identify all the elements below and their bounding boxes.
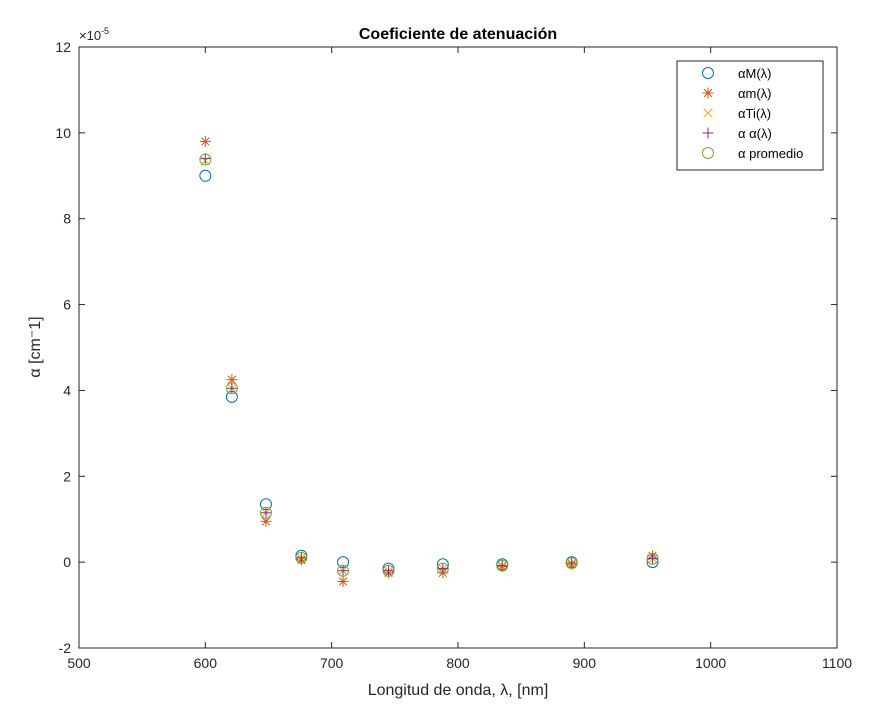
- data-point-series-2: [337, 575, 349, 587]
- legend-marker-series-2: [702, 87, 714, 99]
- y-tick-label: 0: [63, 554, 71, 570]
- data-point-series-4: [295, 552, 307, 564]
- data-point-series-5: [382, 564, 395, 577]
- data-point-series-4: [226, 382, 238, 394]
- y-tick-label: -2: [59, 640, 72, 656]
- legend-label-alpha-promedio: α promedio: [738, 146, 803, 161]
- data-point-series-5: [565, 557, 578, 570]
- data-point-series-5: [646, 552, 659, 565]
- data-point-series-5: [225, 382, 238, 395]
- legend-marker-series-4: [702, 127, 714, 139]
- data-point-series-5-circle: [337, 564, 350, 577]
- data-point-series-2-stroke: [338, 577, 348, 586]
- legend-marker-series-1: [702, 67, 714, 79]
- legend: αM(λ) αm(λ) αTi(λ) α α(λ) α promedio: [676, 60, 824, 171]
- legend-marker-series-3-stroke: [703, 108, 713, 118]
- legend-label-alpha-M: αM(λ): [738, 66, 772, 81]
- data-point-series-4: [337, 565, 349, 577]
- x-tick-labels: 500 600 700 800 900 1000 1100: [67, 655, 852, 671]
- legend-label-alpha-alpha: α α(λ): [738, 126, 772, 141]
- y-tick-label: 12: [55, 39, 71, 55]
- data-point-series-4: [383, 565, 395, 577]
- x-tick-label: 1000: [695, 655, 726, 671]
- data-point-series-5-circle: [646, 552, 659, 565]
- data-point-series-5-circle: [496, 559, 509, 572]
- data-point-series-4: [437, 563, 449, 575]
- data-point-series-5-circle: [199, 153, 212, 166]
- data-point-series-5-circle: [565, 557, 578, 570]
- data-point-series-4: [496, 560, 508, 572]
- legend-marker-series-5-circle: [702, 147, 714, 159]
- data-point-series-4: [260, 507, 272, 519]
- data-point-series-5: [259, 506, 272, 519]
- y-tick-label: 4: [63, 382, 71, 398]
- y-exponent-power: -5: [101, 26, 109, 36]
- y-tick-labels: -2 0 2 4 6 8 10 12: [55, 39, 71, 656]
- legend-marker-series-2-stroke: [703, 88, 713, 98]
- data-point-series-2-stroke: [261, 517, 271, 526]
- data-point-series-1-circle: [199, 169, 212, 182]
- axis-ticks: [78, 46, 838, 649]
- y-tick-label: 2: [63, 468, 71, 484]
- legend-label-alpha-m: αm(λ): [738, 86, 772, 101]
- data-point-series-5: [199, 153, 212, 166]
- y-tick-label: 6: [63, 297, 71, 313]
- data-point-series-1: [199, 169, 212, 182]
- data-point-series-4: [566, 557, 578, 569]
- legend-label-alpha-Ti: αTi(λ): [738, 106, 771, 121]
- y-tick-label: 8: [63, 211, 71, 227]
- data-point-series-4: [199, 153, 211, 165]
- x-tick-label: 1100: [822, 655, 852, 671]
- data-point-series-5-circle: [225, 382, 238, 395]
- legend-marker-series-5: [702, 147, 714, 159]
- x-tick-label: 500: [67, 655, 91, 671]
- data-point-series-5-circle: [259, 506, 272, 519]
- data-points: [199, 135, 659, 587]
- legend-marker-series-3: [703, 108, 713, 118]
- x-tick-label: 600: [194, 655, 218, 671]
- data-point-series-2-stroke: [227, 375, 237, 384]
- legend-markers: [702, 67, 714, 159]
- data-point-series-2-stroke: [201, 137, 210, 146]
- data-point-series-5: [436, 562, 449, 575]
- x-tick-label: 700: [320, 655, 344, 671]
- data-point-series-5-circle: [382, 564, 395, 577]
- y-axis-label: α [cm⁻1]: [27, 316, 44, 377]
- y-exponent-base: ×10: [79, 28, 101, 43]
- chart-title: Coeficiente de atenuación: [359, 26, 557, 43]
- data-point-series-5: [337, 564, 350, 577]
- data-point-series-5-circle: [436, 562, 449, 575]
- y-tick-label: 10: [55, 125, 71, 141]
- data-point-series-5-circle: [295, 551, 308, 564]
- data-point-series-5: [295, 551, 308, 564]
- data-point-series-5: [496, 559, 509, 572]
- x-tick-label: 800: [446, 655, 470, 671]
- legend-marker-series-1-circle: [702, 67, 714, 79]
- legend-box: [676, 60, 824, 171]
- x-axis-label: Longitud de onda, λ, [nm]: [368, 682, 549, 699]
- x-tick-label: 900: [573, 655, 597, 671]
- data-point-series-4: [647, 553, 659, 565]
- data-point-series-2: [199, 135, 211, 147]
- y-axis-exponent: ×10-5: [79, 26, 109, 43]
